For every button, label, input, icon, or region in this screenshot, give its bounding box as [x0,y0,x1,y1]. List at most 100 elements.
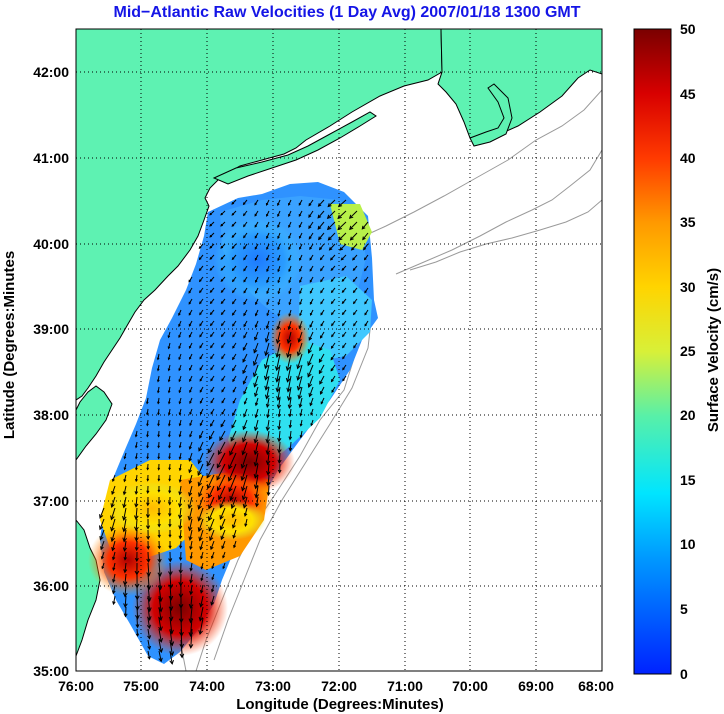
velocity-arrow-head [221,356,224,360]
velocity-arrow-head [330,368,334,372]
velocity-arrow [190,562,193,571]
velocity-arrow-head [320,401,324,405]
velocity-arrow [189,474,193,484]
velocity-arrow-head [254,414,259,419]
velocity-arrow [241,463,248,481]
plot-frame [75,28,603,672]
velocity-arrow [288,320,292,330]
velocity-arrow [189,441,193,450]
velocity-arrow-head [168,423,171,427]
velocity-arrow [362,232,369,240]
velocity-arrow-head [299,302,302,306]
velocity-arrow-head [349,225,354,231]
velocity-arrow [242,364,248,374]
velocity-arrow [206,452,215,466]
velocity-arrow-head [299,269,302,273]
velocity-arrow [216,452,226,468]
x-tick-label: 73:00 [255,678,291,694]
velocity-arrow [169,628,173,646]
velocity-arrow [135,485,138,494]
velocity-arrow-head [298,225,302,229]
velocity-arrow-head [286,353,291,359]
velocity-arrow [278,419,281,430]
velocity-arrow-head [253,450,259,456]
velocity-arrow-head [189,412,192,416]
velocity-arrow [244,518,248,527]
velocity-arrow-head [134,503,139,508]
velocity-arrow-head [361,225,366,230]
velocity-arrow-head [266,471,271,476]
velocity-arrow-head [210,423,213,427]
velocity-arrow-head [209,234,213,238]
velocity-arrow-head [188,446,192,450]
velocity-arrow-head [167,357,171,361]
velocity-arrow-head [240,476,246,482]
velocity-arrow-head [317,203,322,207]
velocity-arrow-head [178,445,182,449]
velocity-arrow [200,584,204,593]
velocity-arrow [147,628,150,639]
velocity-arrow-head [243,302,247,305]
velocity-arrow [349,210,358,219]
velocity-arrow-head [232,534,236,539]
velocity-arrow-head [122,547,127,552]
velocity-arrow-head [241,450,246,456]
velocity-arrow [188,507,193,521]
velocity-arrow [112,573,116,583]
velocity-arrow [242,485,248,500]
velocity-arrow [112,540,116,551]
velocity-arrow-head [243,413,247,418]
velocity-arrow-head [199,378,203,382]
velocity-arrow-head [209,212,212,216]
velocity-arrow-head [299,247,302,250]
velocity-arrow-head [207,493,213,499]
velocity-arrow-head [188,323,192,327]
velocity-arrow-head [232,334,235,338]
velocity-arrow [123,529,127,542]
velocity-arrow [288,397,292,409]
velocity-arrow-head [167,368,171,372]
velocity-arrow [218,485,226,500]
velocity-arrow [198,452,204,464]
velocity-arrow-head [134,515,139,521]
velocity-arrow-head [364,312,367,316]
velocity-arrow-head [266,313,270,317]
velocity-arrow [307,364,314,377]
velocity-arrow-head [309,402,313,407]
velocity-arrow-head [158,648,164,654]
velocity-arrow-head [349,236,354,241]
velocity-arrow-head [168,445,171,449]
colorbar-tick-label: 30 [680,279,696,295]
velocity-arrow-head [320,268,323,272]
velocity-arrow-head [363,247,367,251]
velocity-arrow-head [168,478,172,482]
velocity-arrow-head [178,368,182,372]
velocity-arrow-head [232,323,235,327]
velocity-arrow-head [157,512,161,517]
velocity-arrow-head [188,301,192,305]
velocity-arrow-head [320,323,324,327]
velocity-arrow-head [352,257,356,261]
velocity-arrow [147,562,150,576]
velocity-arrow [124,584,127,597]
velocity-arrow-head [299,280,302,284]
velocity-arrow-head [327,236,332,241]
velocity-arrow-head [219,436,224,442]
velocity-arrow-head [232,357,235,361]
velocity-arrow-head [242,437,247,443]
velocity-arrow-head [275,377,280,383]
velocity-arrow-head [197,471,202,477]
velocity-arrow-head [188,603,194,609]
velocity-arrow [266,419,270,431]
velocity-arrow-head [168,545,172,550]
velocity-arrow-head [254,493,259,499]
velocity-arrow-head [220,234,224,238]
velocity-arrow-head [265,450,271,456]
velocity-arrow-head [337,225,342,231]
velocity-arrow-head [308,203,312,207]
velocity-arrow [327,210,336,219]
velocity-arrow-head [178,346,181,350]
velocity-arrow-head [220,301,224,305]
velocity-arrow [276,364,281,382]
velocity-arrow-head [123,456,127,460]
